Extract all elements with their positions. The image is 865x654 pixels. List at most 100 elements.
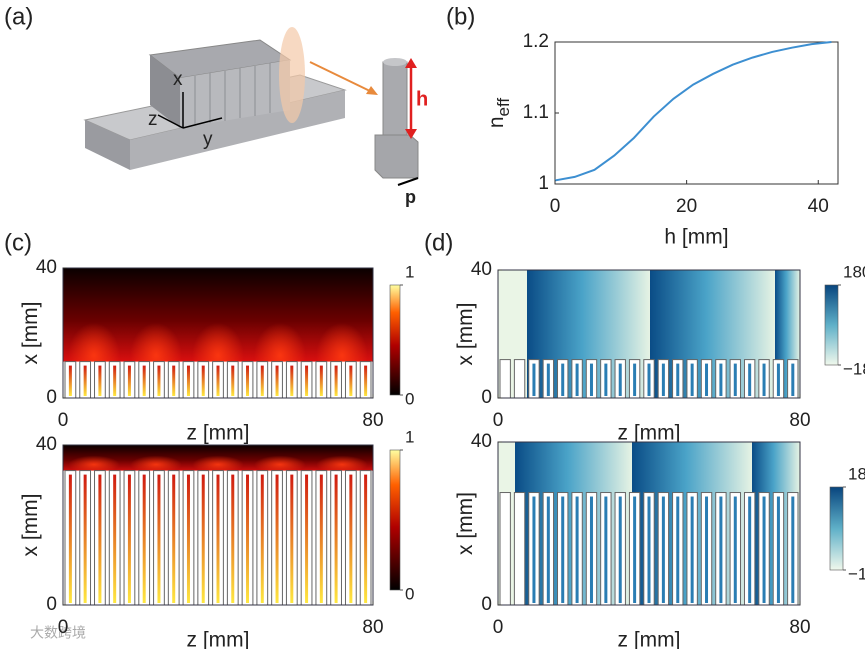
y-axis-label: x [mm] [19, 494, 42, 557]
pillar [513, 492, 526, 606]
pillar-field [575, 496, 579, 603]
pillar [499, 359, 511, 399]
colorbar [389, 284, 401, 396]
pillar-field [157, 474, 161, 603]
x-axis-label: h [mm] [664, 226, 728, 249]
plot-frame [497, 269, 801, 399]
colorbar [389, 449, 401, 591]
pillar-field [127, 474, 131, 603]
y-axis-label: x [mm] [19, 302, 42, 365]
period-label: p [405, 187, 416, 207]
field-spot [316, 455, 368, 474]
pillar-field [661, 363, 665, 396]
pillar-field [201, 365, 205, 396]
pillar-field [690, 363, 694, 396]
x-tick-label: 0 [493, 410, 504, 431]
plot-frame [62, 444, 374, 606]
pillar-field [762, 363, 766, 396]
colorbar-label: 0 [405, 584, 414, 603]
pillar-field [532, 496, 536, 603]
colorbar [824, 284, 839, 366]
x-axis-label: z [mm] [187, 629, 250, 649]
y-tick-label: 40 [471, 259, 492, 280]
x-axis-label: z [mm] [187, 422, 250, 445]
pillar-field [83, 365, 87, 396]
plot-frame [497, 441, 801, 606]
pillar-field [719, 496, 723, 603]
pillar-field [275, 365, 279, 396]
y-axis-label-text: x [mm] [454, 492, 477, 555]
field-spot [192, 455, 244, 474]
pillar-field [246, 365, 250, 396]
field-spot [254, 455, 306, 474]
pillar-field [127, 365, 131, 396]
pillar-field [532, 363, 536, 396]
colorbar-label: −180⁰ [848, 564, 865, 583]
field-spot [68, 455, 120, 474]
watermark: 大数跨境 [30, 625, 86, 641]
pillar-field [142, 474, 146, 603]
pillar-field [68, 365, 72, 396]
panel-label: (a) [4, 3, 33, 30]
height-label: h [416, 88, 428, 110]
pillar-field [618, 363, 622, 396]
pillar-field [319, 474, 323, 603]
pillar-field [776, 363, 780, 396]
colorbar-label: 180⁰ [843, 262, 865, 281]
pillar-field [676, 363, 680, 396]
pillar-field [589, 496, 593, 603]
illustration [83, 27, 419, 186]
pillar-field [748, 363, 752, 396]
x-tick-label: 0 [493, 617, 504, 638]
colorbar-label: 0 [405, 389, 414, 408]
field-spot [130, 455, 182, 474]
pillar-field [575, 363, 579, 396]
y-tick-label: 40 [471, 431, 492, 452]
pillar-field [633, 496, 637, 603]
y-tick-label: 40 [36, 434, 57, 455]
x-tick-label: 80 [362, 617, 383, 638]
pillar-field [172, 365, 176, 396]
pillar-field [113, 474, 117, 603]
pillar-field [246, 474, 250, 603]
pillar-field [290, 474, 294, 603]
y-tick-label: 0 [481, 387, 492, 408]
colorbar-label: 1 [405, 427, 414, 446]
x-tick-label: 40 [808, 196, 829, 217]
pillar-field [260, 474, 264, 603]
axis-letter: z [148, 109, 158, 130]
pillar-field [113, 365, 117, 396]
pillar-field [157, 365, 161, 396]
y-axis-label-text: x [mm] [19, 302, 42, 365]
y-tick-label: 1 [538, 173, 549, 194]
pillar-field [748, 496, 752, 603]
y-tick-label: 0 [46, 594, 57, 615]
pillar-field [305, 474, 309, 603]
pillar-field [690, 496, 694, 603]
colorbar [829, 486, 844, 571]
pillar-field [661, 496, 665, 603]
x-tick-label: 0 [58, 410, 69, 431]
y-axis-label-subscript: eff [494, 98, 513, 117]
pillar-field [776, 496, 780, 603]
y-tick-label: 0 [46, 387, 57, 408]
y-tick-label: 0 [481, 594, 492, 615]
pillar-field [83, 474, 87, 603]
axis-letter: y [203, 129, 213, 150]
pillar-field [733, 496, 737, 603]
pillar-field [546, 496, 550, 603]
x-tick-label: 0 [58, 617, 69, 638]
pillar-field [546, 363, 550, 396]
plot-frame [554, 41, 839, 185]
pillar-field [705, 496, 709, 603]
pillar-field [719, 363, 723, 396]
y-tick-label: 1.2 [523, 31, 549, 52]
pillar-field [349, 365, 353, 396]
panel-label: (b) [446, 3, 475, 30]
x-tick-label: 0 [550, 196, 561, 217]
colorbar-label: −180⁰ [843, 359, 865, 378]
axis-letter: x [173, 69, 183, 90]
pillar-field [791, 363, 795, 396]
pillar-field [305, 365, 309, 396]
